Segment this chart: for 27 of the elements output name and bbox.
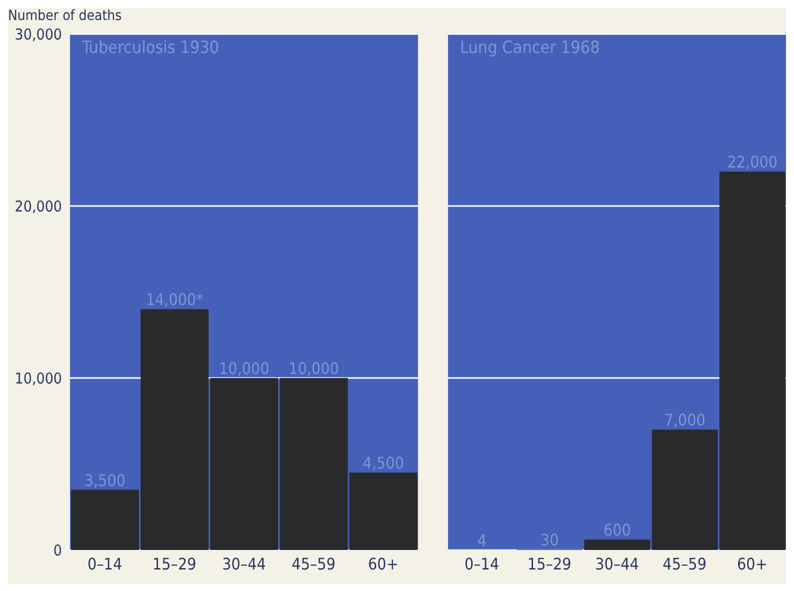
y-tick-label: 20,000 — [14, 197, 62, 216]
y-axis-title: Number of deaths — [8, 8, 122, 24]
data-label: 4 — [477, 530, 487, 550]
data-label: 600 — [603, 520, 631, 540]
x-tick-label: 15–29 — [152, 554, 196, 574]
data-label: 22,000 — [727, 152, 778, 172]
y-tick-label: 10,000 — [14, 369, 62, 388]
y-tick-label: 0 — [53, 541, 62, 560]
x-tick-label: 60+ — [737, 554, 768, 574]
data-label: 30 — [540, 530, 559, 550]
data-label: 14,000* — [146, 290, 204, 310]
x-tick-label: 45–59 — [662, 554, 707, 574]
x-tick-label: 30–44 — [222, 554, 266, 574]
x-tick-label: 15–29 — [527, 554, 572, 574]
x-tick-label: 0–14 — [464, 554, 500, 574]
data-label: 10,000 — [219, 359, 270, 378]
data-label: 4,500 — [362, 454, 404, 473]
chart-title: Tuberculosis 1930 — [82, 38, 220, 58]
chart-title: Lung Cancer 1968 — [460, 38, 600, 58]
x-tick-label: 60+ — [368, 554, 398, 574]
x-tick-label: 0–14 — [87, 554, 122, 574]
data-label: 10,000 — [288, 359, 339, 378]
x-tick-label: 45–59 — [292, 554, 336, 574]
data-label: 3,500 — [84, 470, 126, 490]
data-label: 7,000 — [664, 410, 706, 430]
y-tick-label: 30,000 — [14, 25, 62, 44]
x-tick-label: 30–44 — [595, 554, 639, 574]
